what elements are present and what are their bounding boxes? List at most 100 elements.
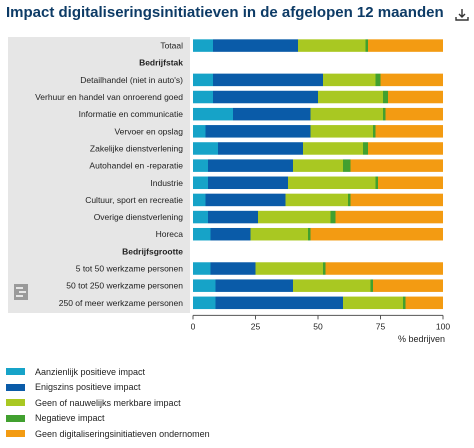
bar-segment	[213, 39, 298, 52]
category-label: 250 of meer werkzame personen	[59, 298, 184, 308]
bar-segment	[383, 107, 386, 121]
bar-segment	[375, 176, 378, 190]
bar-segment	[380, 73, 443, 87]
x-tick-label: 50	[313, 321, 323, 331]
bar-segment	[365, 39, 368, 52]
bar-segment	[298, 39, 366, 52]
bar-segment	[383, 90, 388, 104]
category-label: Horeca	[156, 229, 184, 239]
bar-segment	[343, 296, 403, 310]
bar-segment	[368, 39, 443, 52]
legend-item: Geen digitaliseringsinitiatieven onderno…	[6, 426, 210, 442]
bar-segment	[208, 159, 293, 172]
bar-segment	[310, 227, 443, 241]
bar-segment	[193, 296, 216, 310]
bar-segment	[310, 107, 383, 121]
category-label: Informatie en communicatie	[79, 109, 184, 119]
legend-item: Negatieve impact	[6, 411, 210, 427]
bar-segment	[193, 142, 218, 155]
bar-segment	[233, 107, 311, 121]
bar-segment	[405, 296, 443, 310]
bar-segment	[193, 39, 213, 52]
category-label: Overige dienstverlening	[94, 212, 184, 222]
bar-segment	[293, 279, 371, 292]
bar-segment	[208, 176, 288, 190]
bar-segment	[293, 159, 343, 172]
x-tick-label: 25	[251, 321, 261, 331]
legend-swatch	[6, 414, 25, 422]
bar-segment	[205, 125, 311, 138]
bar-segment	[375, 73, 381, 87]
category-label: Totaal	[160, 41, 183, 51]
bar-segment	[193, 159, 208, 172]
bar-segment	[193, 279, 216, 292]
stacked-bar-chart: Totaal Bedrijfstak Detailhandel (niet in a…	[35, 39, 450, 331]
bar-segment	[213, 73, 323, 87]
x-tick-label: 0	[191, 321, 196, 331]
category-label: Vervoer en opslag	[114, 126, 183, 136]
legend-label: Geen of nauwelijks merkbare impact	[35, 397, 181, 408]
bar-segment	[363, 142, 368, 155]
category-label: 50 tot 250 werkzame personen	[66, 281, 183, 291]
bar-segment	[323, 262, 326, 275]
bar-segment	[210, 262, 256, 275]
bar-segment	[210, 227, 251, 241]
bar-segment	[258, 210, 331, 224]
bar-segment	[205, 193, 286, 207]
legend-swatch	[6, 399, 25, 407]
bar-segment	[375, 125, 443, 138]
bar-segment	[250, 227, 308, 241]
bar-segment	[255, 262, 323, 275]
bar-segment	[193, 210, 208, 224]
legend-item: Geen of nauwelijks merkbare impact	[6, 395, 210, 411]
category-label: Cultuur, sport en recreatie	[85, 195, 183, 205]
bar-segment	[308, 227, 311, 241]
bar-segment	[193, 125, 206, 138]
x-axis-label: % bedrijven	[398, 334, 446, 344]
legend-swatch	[6, 383, 25, 391]
bar-segment	[288, 176, 376, 190]
bar-segment	[350, 159, 443, 172]
bar-segment	[218, 142, 303, 155]
bar-segment	[335, 210, 443, 224]
bar-segment	[215, 296, 343, 310]
bar-segment	[213, 90, 318, 104]
bar-segment	[193, 193, 206, 207]
bar-segment	[193, 73, 213, 87]
page-title: Impact digitaliseringsinitiatieven in de…	[6, 4, 444, 21]
bar-segment	[193, 107, 233, 121]
bar-segment	[368, 142, 443, 155]
group-header: Bedrijfstak	[139, 58, 183, 68]
category-label: Zakelijke dienstverlening	[90, 143, 183, 153]
bar-segment	[310, 125, 373, 138]
bar-segment	[323, 73, 376, 87]
legend-swatch	[6, 430, 25, 438]
legend-label: Aanzienlijk positieve impact	[35, 366, 146, 377]
bar-segment	[318, 90, 383, 104]
label-panel	[8, 37, 190, 313]
bar-segment	[403, 296, 406, 310]
bar-segment	[215, 279, 293, 292]
bar-segment	[388, 90, 443, 104]
legend-label: Negatieve impact	[35, 413, 105, 424]
bar-segment	[385, 107, 443, 121]
cbs-logo	[14, 284, 28, 300]
bar-segment	[343, 159, 351, 172]
bar-segment	[348, 193, 351, 207]
bar-segment	[325, 262, 443, 275]
bar-segment	[350, 193, 443, 207]
bar-segment	[373, 125, 376, 138]
legend-swatch	[6, 368, 25, 376]
download-icon[interactable]	[455, 8, 469, 22]
bar-segment	[193, 262, 211, 275]
legend-label: Enigszins positieve impact	[35, 382, 141, 393]
category-label: Detailhandel (niet in auto's)	[80, 75, 183, 85]
category-label: Autohandel en -reparatie	[89, 161, 183, 171]
group-header: Bedrijfsgrootte	[122, 246, 183, 256]
bar-segment	[285, 193, 348, 207]
bar-segment	[303, 142, 363, 155]
bar-segment	[378, 176, 443, 190]
legend-label: Geen digitaliseringsinitiatieven onderno…	[35, 428, 210, 439]
bar-segment	[370, 279, 373, 292]
chart-legend: Aanzienlijk positieve impact Enigszins po…	[6, 364, 210, 442]
